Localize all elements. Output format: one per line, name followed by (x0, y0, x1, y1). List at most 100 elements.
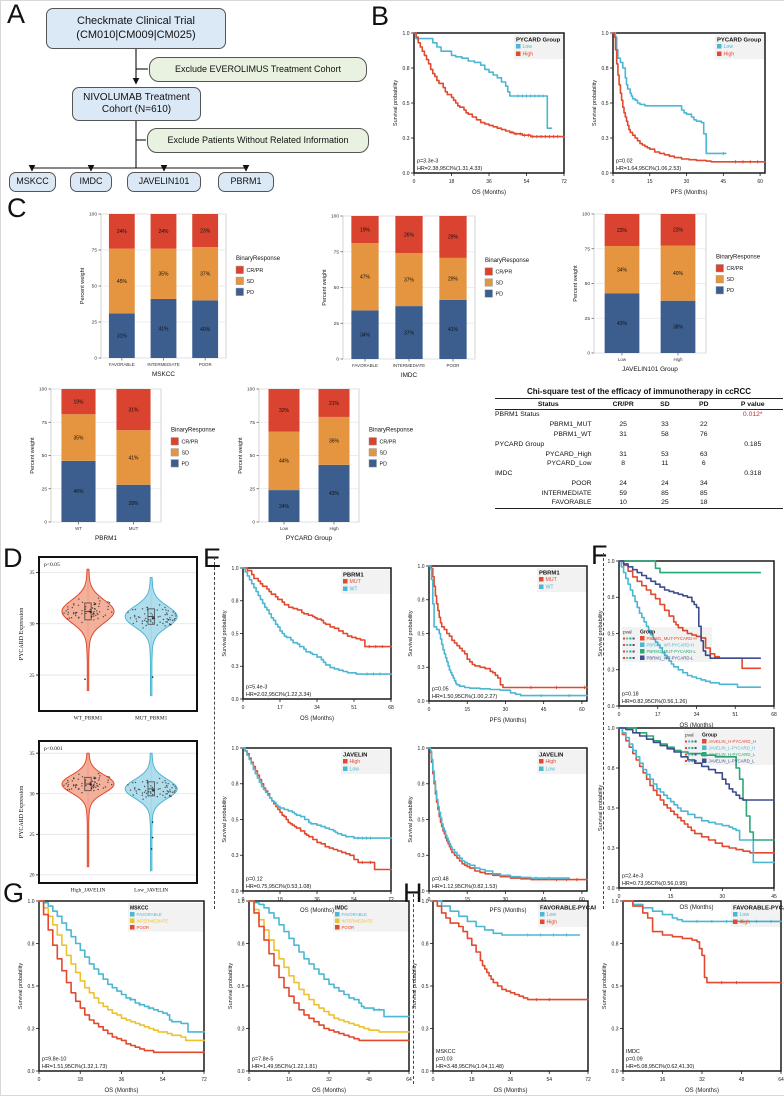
legend-entry: High (740, 919, 751, 925)
chi-square-table: Chi-square test of the efficacy of immun… (495, 387, 783, 509)
axis-text: 20 (30, 874, 36, 879)
bar-category-label: FAVORABLE (352, 363, 378, 368)
jitter-point (102, 616, 105, 618)
legend-swatch (715, 275, 724, 284)
pval-mark (694, 747, 697, 749)
jitter-point (97, 788, 99, 791)
pval-mark (694, 753, 697, 756)
pval-mark (623, 637, 625, 640)
jitter-point (169, 619, 171, 621)
axis-text: 32 (326, 1077, 332, 1083)
jitter-point (73, 603, 75, 605)
y-axis-label: Percent weight (238, 437, 244, 474)
legend-bg (684, 730, 774, 765)
legend-swatch (640, 636, 645, 641)
jitter-point (89, 609, 92, 611)
jitter-point (107, 779, 109, 781)
km-curve-WT (242, 567, 392, 675)
jitter-point (156, 782, 158, 784)
axis-text: 0.5 (238, 984, 245, 990)
jitter-point (67, 606, 69, 608)
legend-swatch (539, 584, 544, 589)
jitter-point (136, 620, 138, 623)
jitter-point (88, 610, 90, 613)
bar-segment-PD (439, 299, 467, 359)
table-cell (723, 478, 784, 488)
km-plot-F1: 1.0 0.8 0.5 0.3 0.0 0 17 34 51 68 OS (Months) Survi… (589, 555, 782, 734)
jitter-point (67, 784, 70, 786)
axis-text: 0.0 (403, 171, 410, 177)
legend-title: PBRM1 (343, 573, 364, 579)
axis-text: 45 (771, 894, 777, 900)
km-curve-Low (612, 32, 727, 155)
bar-value-label: 31% (128, 407, 139, 413)
jitter-point (156, 624, 158, 626)
flow-node-pbrm1: PBRM1 (218, 172, 274, 192)
axis-text: 1.0 (28, 899, 35, 905)
y-axis-label: PYCARD Expression (19, 786, 25, 839)
axis-text: 0.0 (608, 704, 615, 710)
bar-value-label: 43% (617, 321, 628, 327)
jitter-point (145, 792, 148, 795)
x-axis-label: PYCARD Group (286, 535, 333, 542)
legend-swatch (539, 759, 544, 764)
jitter-point (141, 794, 143, 796)
legend-swatch (343, 579, 348, 584)
outlier-point (151, 821, 154, 823)
jitter-point (132, 609, 134, 611)
jitter-point (78, 788, 80, 790)
legend-swatch (733, 919, 738, 924)
table-cell (723, 449, 784, 459)
axis-text: 25 (585, 316, 591, 322)
bar-segment-CR/PR (150, 214, 177, 249)
violin-category-label: Low_JAVELIN (134, 888, 168, 894)
axis-text: 0.3 (608, 846, 615, 852)
bar-value-label: 47% (360, 275, 371, 281)
bar-value-label: 24% (158, 229, 169, 235)
jitter-point (111, 783, 113, 786)
axis-text: 72 (561, 179, 567, 185)
jitter-point (134, 614, 136, 617)
flowchart: Checkmate Clinical Trial (CM010|CM009|CM… (1, 1, 381, 201)
legend-entry: INTERMEDIATE (137, 918, 169, 923)
jitter-point (171, 614, 173, 617)
bar-value-label: 24% (279, 504, 290, 510)
axis-text: 60 (579, 897, 585, 903)
jitter-point (146, 606, 148, 608)
jitter-point (77, 604, 80, 606)
jitter-point (81, 610, 83, 612)
table-cell (645, 439, 685, 449)
jitter-point (67, 608, 69, 610)
legend-swatch (702, 752, 707, 757)
table-cell (602, 410, 645, 420)
axis-text: 60 (579, 707, 585, 713)
y-axis-label: Percent weight (322, 269, 328, 306)
legend-entry: CR/PR (182, 439, 199, 445)
km-svg-G1: 1.0 0.8 0.5 0.3 0.00 18 36 54 72 OS (Months) Survi… (18, 899, 207, 1094)
bar-value-label: 19% (73, 399, 84, 405)
axis-text: 45 (541, 897, 547, 903)
jitter-point (98, 611, 101, 613)
legend-entry: Low (523, 44, 533, 50)
jitter-point (166, 621, 168, 623)
jitter-point (164, 780, 166, 782)
jitter-point (146, 609, 148, 611)
axis-text: 0 (618, 894, 621, 900)
table-cell: 0.318 (744, 470, 762, 478)
panel-label-a: A (7, 0, 26, 29)
km-curve-Low (432, 900, 581, 936)
legend-swatch (343, 586, 348, 591)
jitter-point (167, 610, 169, 612)
km-plot-B2: 1.0 0.8 0.5 0.3 0.0 0 15 30 45 60 PFS (Months) Surv… (583, 27, 773, 201)
axis-text: 0.8 (232, 599, 239, 605)
jitter-point (107, 601, 109, 603)
pval-mark (632, 637, 635, 640)
flowchart-connectors (28, 49, 250, 172)
axis-text: 25 (250, 486, 256, 492)
x-axis-label: PBRM1 (95, 535, 117, 542)
bar-svg-C2: 0 25 50 75 100 34% 47% 19% FAVORABLE 37% 37% 26% INT… (322, 214, 530, 379)
axis-text: 25 (42, 486, 48, 492)
jitter-point (151, 617, 154, 620)
y-axis-label: Percent weight (573, 265, 579, 302)
